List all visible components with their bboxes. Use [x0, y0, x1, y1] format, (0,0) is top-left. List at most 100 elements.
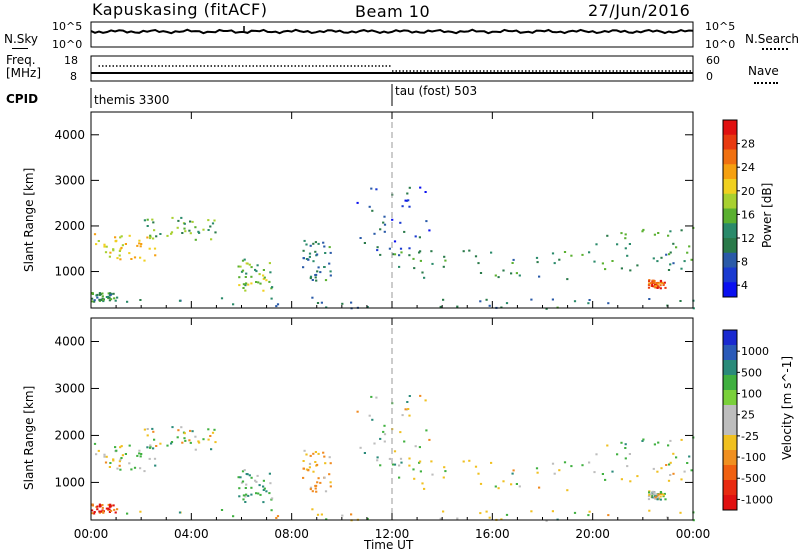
- velocity-cell: [308, 466, 311, 469]
- power-cell: [692, 307, 695, 310]
- power-cell: [191, 220, 194, 223]
- power-cell: [648, 282, 651, 285]
- velocity-cell: [680, 478, 683, 481]
- velocity-cell: [143, 428, 146, 431]
- velocity-cell: [107, 508, 110, 511]
- velocity-cell: [115, 449, 118, 452]
- velocity-cell: [270, 509, 273, 512]
- velocity-cell: [246, 473, 249, 476]
- velocity-cell: [329, 485, 332, 488]
- power-cell: [91, 292, 94, 295]
- velocity-cell: [672, 452, 675, 455]
- power-cell: [607, 302, 610, 305]
- velocity-cell: [95, 453, 98, 456]
- power-colorbar-segment: [723, 238, 737, 254]
- velocity-cell: [462, 460, 465, 463]
- power-cell: [383, 230, 386, 233]
- power-cell: [108, 255, 111, 258]
- velocity-cell: [119, 468, 122, 471]
- power-cell: [276, 303, 280, 306]
- power-cell: [239, 265, 242, 268]
- power-cell: [96, 296, 99, 299]
- power-cell: [663, 281, 666, 284]
- velocity-ytick-label: 4000: [54, 334, 85, 348]
- velocity-feature-9: [126, 508, 695, 522]
- velocity-cell: [425, 429, 428, 432]
- power-colorbar-frame: [722, 119, 738, 298]
- velocity-cell: [647, 498, 651, 501]
- velocity-cell: [176, 436, 179, 439]
- velocity-cell: [659, 498, 662, 501]
- power-cell: [153, 229, 156, 232]
- velocity-cell: [418, 446, 421, 449]
- velocity-cell: [656, 496, 660, 499]
- power-cell: [315, 273, 318, 276]
- power-feature-0: [93, 233, 157, 262]
- velocity-cell: [587, 514, 590, 517]
- velocity-cell: [406, 401, 409, 403]
- power-cell: [653, 233, 656, 236]
- power-cell: [176, 226, 179, 229]
- velocity-cell: [211, 431, 215, 434]
- power-cell: [109, 251, 112, 254]
- power-feature-4: [302, 239, 332, 282]
- velocity-cell: [624, 457, 627, 460]
- velocity-cell: [659, 495, 662, 498]
- power-ytick-label: 1000: [54, 265, 85, 279]
- velocity-cell: [116, 508, 119, 511]
- velocity-cell: [325, 518, 328, 521]
- velocity-cell: [620, 441, 623, 444]
- noise-right-tick-bottom: 10^0: [705, 38, 736, 51]
- velocity-cell: [128, 444, 131, 447]
- velocity-cell: [408, 464, 411, 467]
- power-cell: [393, 253, 397, 256]
- velocity-cell: [276, 515, 280, 518]
- velocity-cell: [320, 513, 323, 516]
- velocity-cell: [119, 446, 122, 449]
- velocity-cell: [268, 492, 271, 495]
- power-cell: [666, 304, 669, 307]
- power-cell: [262, 277, 265, 280]
- velocity-colorbar-tick-label: 25: [741, 409, 755, 422]
- velocity-cell: [302, 476, 305, 479]
- power-colorbar-segment: [723, 149, 737, 165]
- freq-right-tick-bottom: 0: [706, 70, 713, 83]
- power-cell: [654, 283, 657, 286]
- velocity-cell: [536, 471, 539, 474]
- velocity-cell: [241, 470, 245, 473]
- velocity-cell: [112, 458, 115, 461]
- velocity-cell: [654, 496, 657, 499]
- power-cell: [324, 252, 327, 254]
- power-cell: [439, 305, 442, 308]
- power-cell: [329, 270, 332, 273]
- velocity-cell: [655, 493, 658, 496]
- velocity-cell: [241, 480, 245, 483]
- power-cell: [113, 297, 116, 300]
- power-cell: [406, 192, 409, 195]
- time-tick-label: 20:00: [575, 527, 610, 541]
- velocity-colorbar-segment: [723, 375, 737, 391]
- velocity-cell: [653, 443, 656, 446]
- velocity-cell: [120, 445, 123, 448]
- velocity-cell: [105, 507, 108, 510]
- power-cell: [628, 243, 631, 245]
- power-cell: [624, 247, 627, 250]
- velocity-cell: [262, 485, 265, 488]
- velocity-cell: [104, 461, 108, 464]
- power-cell: [271, 286, 274, 289]
- velocity-cell: [515, 483, 518, 485]
- station-title: Kapuskasing (fitACF): [92, 0, 268, 19]
- power-colorbar-segment: [723, 252, 737, 268]
- power-cell: [308, 252, 312, 255]
- velocity-cell: [242, 498, 245, 501]
- velocity-cell: [207, 438, 210, 441]
- power-cell: [104, 251, 108, 254]
- power-colorbar-tick-label: 8: [741, 256, 748, 269]
- velocity-cell: [114, 511, 117, 514]
- power-cell: [171, 216, 174, 219]
- power-cell: [667, 269, 671, 271]
- velocity-cell: [680, 438, 683, 441]
- velocity-cell: [149, 446, 152, 449]
- power-cell: [107, 292, 110, 295]
- velocity-cell: [133, 466, 137, 469]
